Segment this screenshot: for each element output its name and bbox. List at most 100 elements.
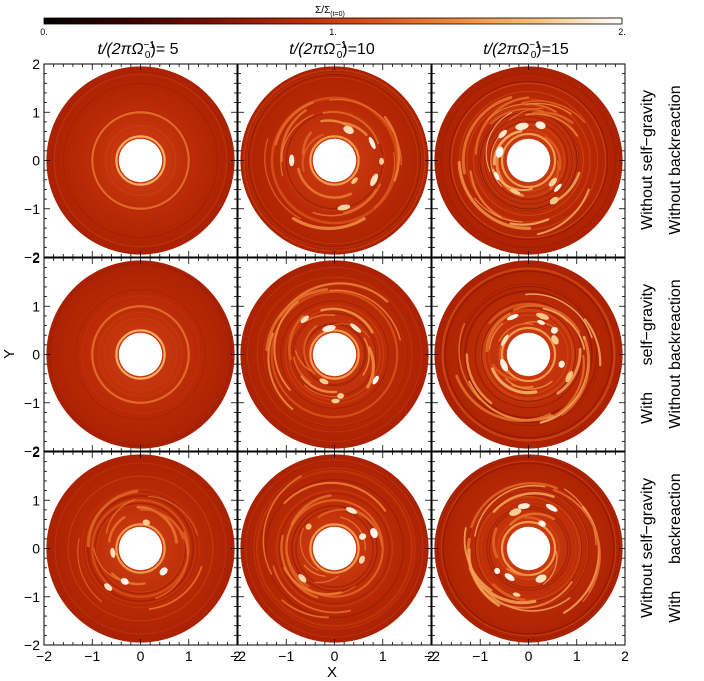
vortex-filament: [482, 586, 571, 612]
density-ripple: [442, 462, 615, 635]
vortex-blob: [509, 508, 522, 516]
vortex-filament: [366, 346, 375, 389]
row-label-3-line2: With backreaction: [667, 473, 684, 622]
row-label-1-line2: Without backreaction: [667, 85, 684, 234]
density-ring: [91, 111, 190, 210]
x-tick-label: 2: [621, 648, 629, 664]
inner-cavity: [506, 332, 551, 377]
y-tick-label: 1: [32, 492, 40, 508]
vortex-blob: [331, 398, 340, 404]
density-ripple: [53, 73, 228, 248]
x-tick-label: −1: [84, 648, 100, 664]
density-ring: [500, 326, 557, 383]
density-ripple: [87, 495, 194, 602]
column-titles: t/(2πΩ−1 0)= 5 t/(2πΩ−1 0)=10 t/(2πΩ−1 0)=1…: [98, 40, 569, 61]
vortex-filament: [509, 218, 550, 226]
vortex-filament: [544, 136, 562, 171]
y-tick-label: −2: [24, 637, 40, 653]
vortex-filament: [139, 508, 184, 540]
vortex-blob: [536, 312, 549, 320]
density-ripple: [84, 492, 197, 605]
vortex-blob: [504, 573, 515, 582]
y-tick-label: −2: [24, 443, 40, 459]
density-ripple: [482, 308, 575, 401]
vortex-filament: [264, 138, 301, 220]
density-ripple: [279, 493, 390, 604]
y-tick-label: −2: [24, 249, 40, 265]
vortex-blob: [379, 157, 384, 165]
density-ripple: [98, 312, 183, 397]
colorbar-title-subscript: (t=0): [330, 11, 345, 18]
density-ripple: [256, 276, 413, 433]
vortex-filament: [77, 538, 103, 603]
density-ripple: [444, 270, 613, 439]
density-ripple: [67, 475, 214, 622]
vortex-filament: [148, 565, 203, 610]
inner-cavity: [506, 526, 551, 571]
vortex-blob: [298, 574, 307, 583]
vortex-blob: [494, 567, 501, 575]
density-ripple: [253, 467, 416, 630]
vortex-filament: [303, 564, 326, 577]
vortex-blob: [498, 129, 508, 139]
vortex-filament: [488, 322, 504, 350]
density-ripple: [247, 267, 422, 442]
vortex-filament: [262, 475, 302, 575]
vortex-filament: [485, 581, 573, 609]
vortex-filament: [487, 103, 557, 121]
vortex-filament: [274, 101, 314, 146]
density-ripple: [51, 71, 230, 250]
density-ripple: [96, 504, 185, 593]
density-ripple: [110, 130, 171, 191]
vortex-filament: [265, 288, 329, 352]
vortex-filament: [506, 567, 530, 577]
x-tick-label: 2: [233, 648, 241, 664]
colorbar-bar: [43, 17, 623, 25]
inner-cavity: [312, 138, 357, 183]
vortex-blob: [538, 520, 546, 527]
vortex-filament: [147, 495, 199, 536]
density-ripple: [489, 121, 568, 200]
panel-r2-c2: −2 −1 0 1 2: [424, 451, 629, 664]
vortex-blob: [368, 136, 376, 150]
x-axis-label: X: [327, 664, 337, 681]
vortex-filament: [295, 350, 312, 372]
density-ripple: [478, 110, 579, 211]
vortex-filament: [297, 167, 353, 199]
row-label-1-line1: Without self−gravity: [639, 90, 656, 230]
density-ripple: [90, 110, 191, 211]
density-ripple: [86, 494, 195, 603]
vortex-filament: [300, 375, 338, 394]
vortex-blob: [549, 196, 559, 205]
vortex-filament: [343, 188, 377, 214]
vortex-filament: [317, 508, 374, 525]
vortex-filament: [303, 325, 318, 375]
density-ring: [309, 523, 360, 574]
vortex-blob: [495, 146, 504, 158]
vortex-filament: [498, 323, 534, 342]
x-tick-label: −1: [278, 648, 294, 664]
y-tick-label: 1: [32, 298, 40, 314]
vortex-filament: [465, 353, 493, 405]
density-ripple: [475, 495, 582, 602]
y-tick-label: −1: [24, 201, 40, 217]
vortex-filament: [287, 314, 305, 361]
vortex-blob: [537, 319, 546, 325]
y-tick-label: 2: [32, 56, 40, 72]
vortex-blob: [110, 547, 116, 558]
panel-image: [434, 66, 623, 255]
vortex-blob: [337, 393, 344, 399]
density-ring: [91, 305, 190, 404]
vortex-blob: [372, 375, 379, 385]
y-tick-label: 2: [32, 250, 40, 266]
y-tick-label: 1: [32, 104, 40, 120]
vortex-blob: [337, 204, 351, 211]
density-ripple: [291, 505, 378, 592]
vortex-filament: [107, 516, 126, 543]
density-ripple: [483, 115, 574, 206]
inner-cavity: [118, 138, 163, 183]
vortex-filament: [281, 599, 330, 619]
density-ripple: [75, 289, 206, 420]
vortex-filament: [362, 337, 370, 376]
column-title-t5: t/(2πΩ−1 0)= 5: [98, 40, 179, 61]
